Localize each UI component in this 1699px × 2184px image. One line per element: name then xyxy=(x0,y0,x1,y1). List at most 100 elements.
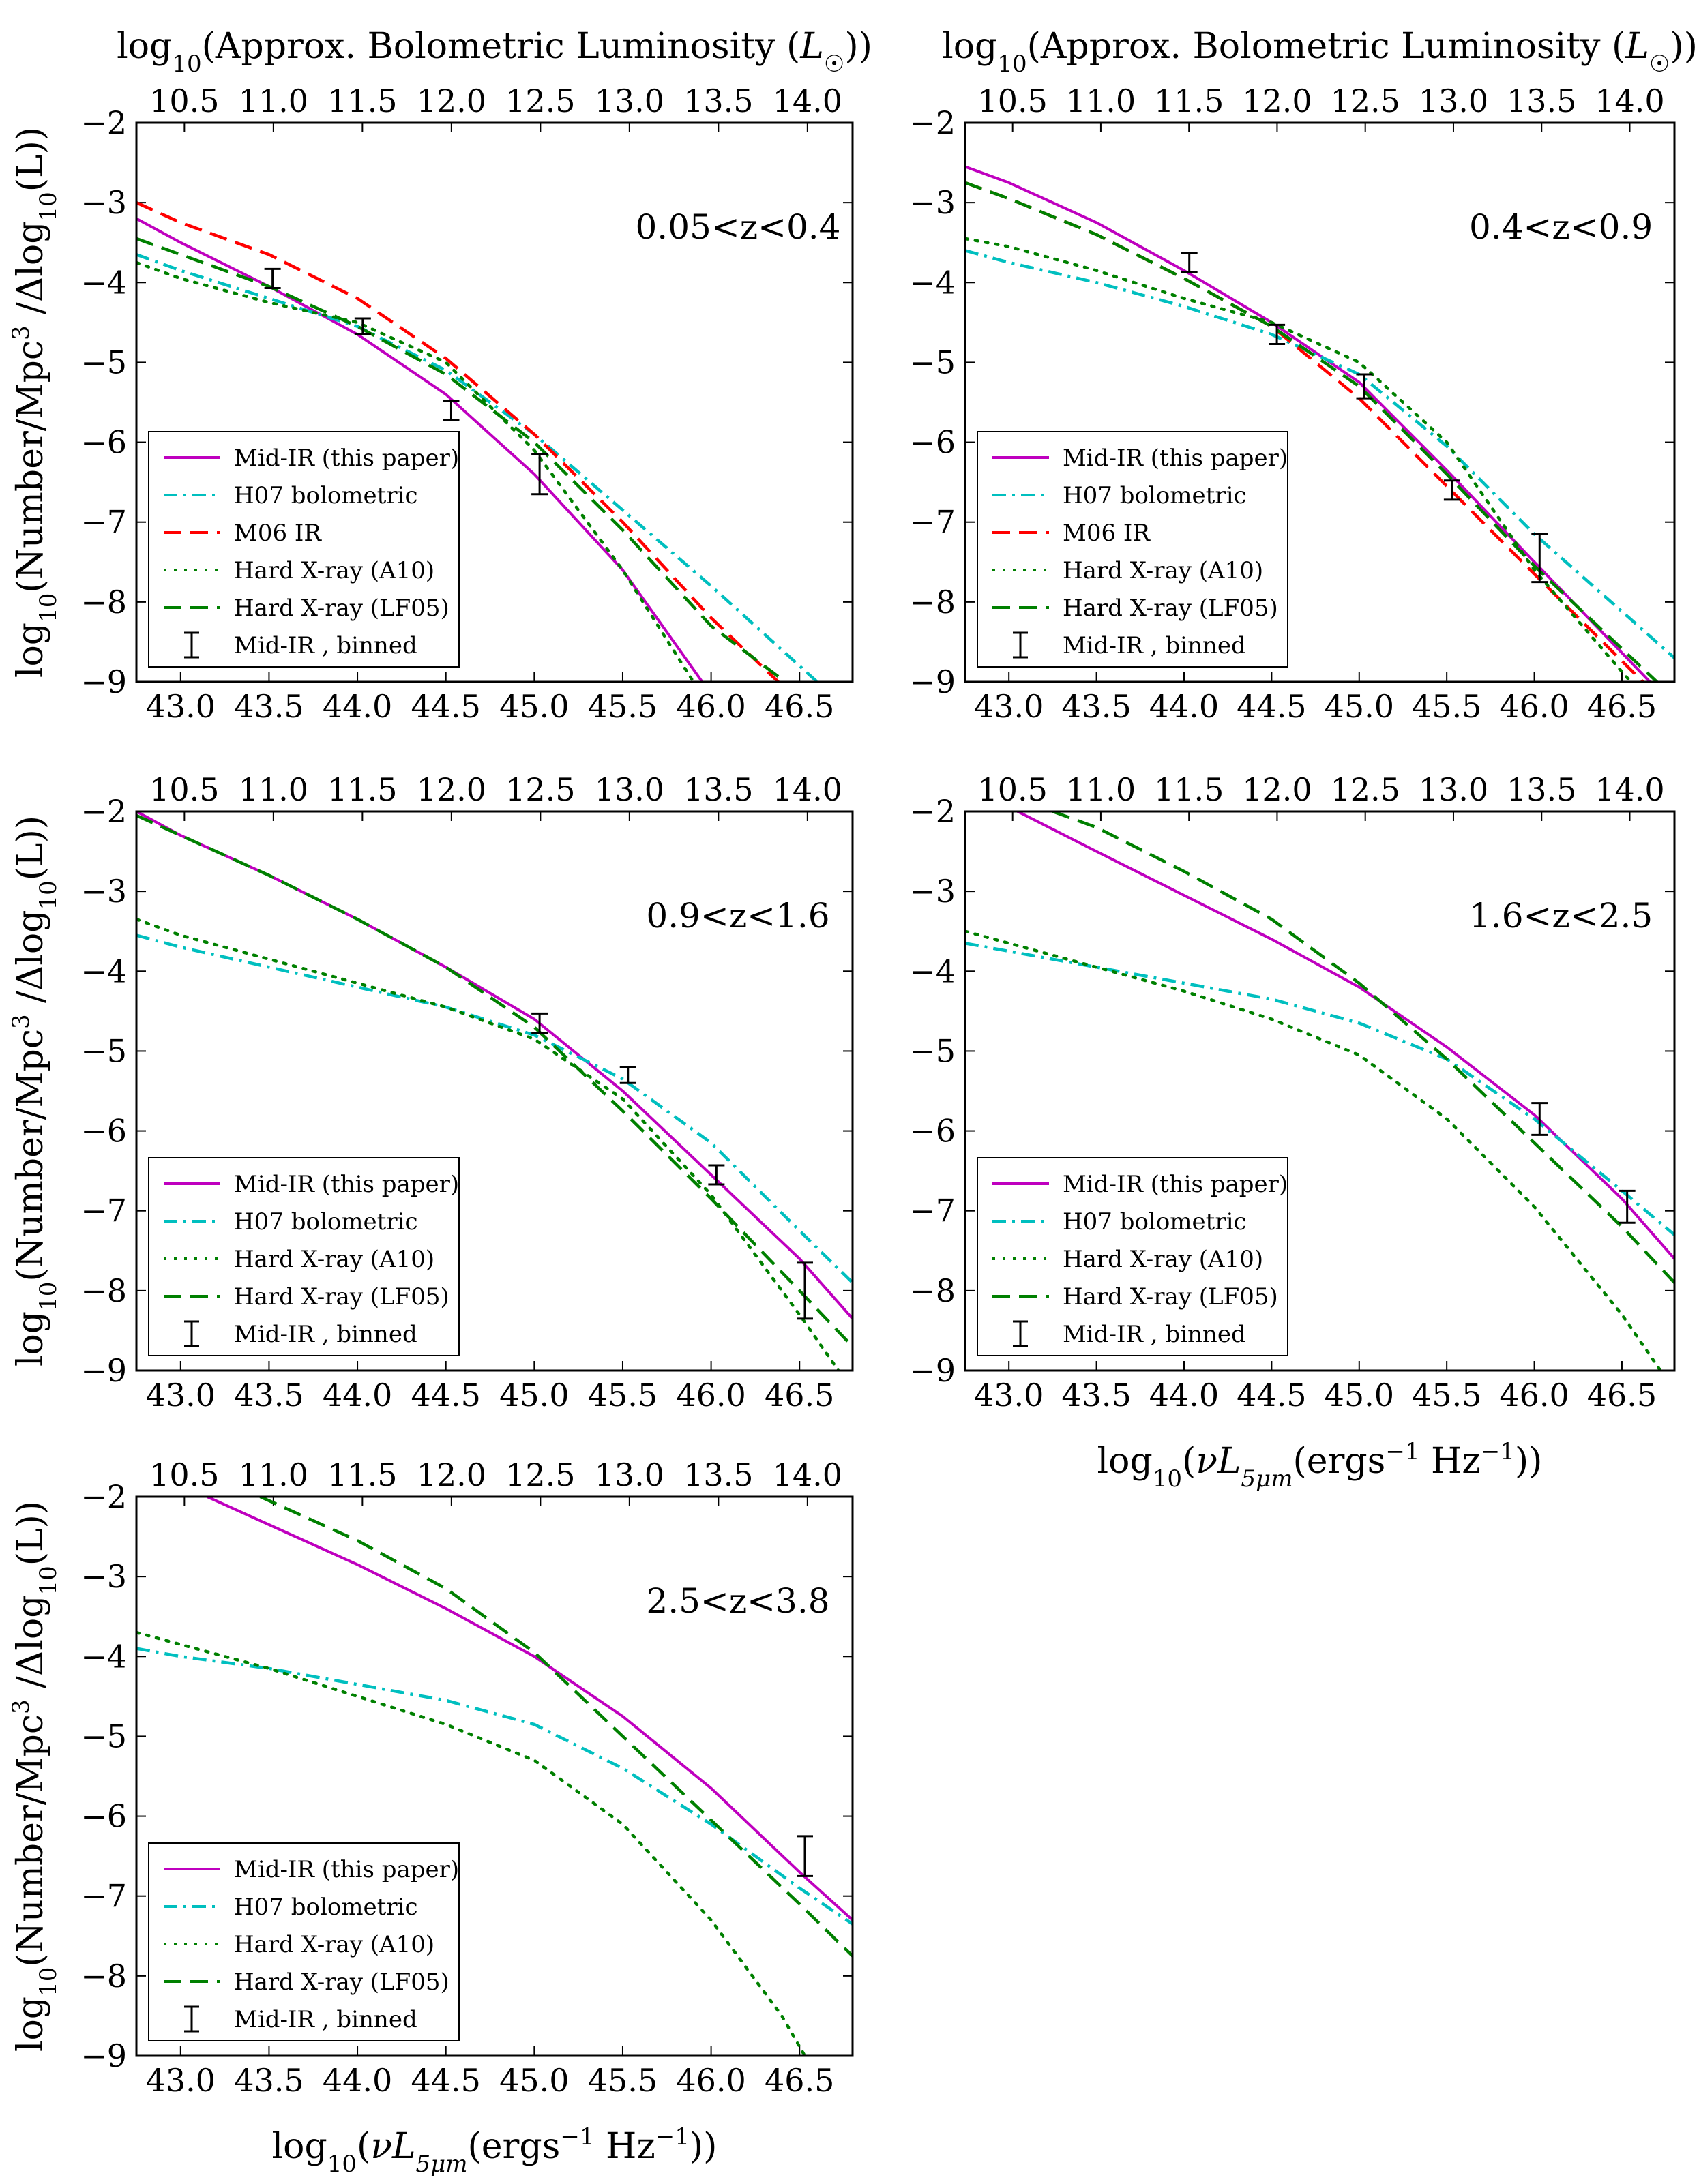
binned-point xyxy=(1531,1102,1548,1136)
x-tick-label: 44.5 xyxy=(411,688,480,725)
legend-label: Hard X-ray (LF05) xyxy=(234,1283,449,1311)
x-tick-label: 43.5 xyxy=(234,688,304,725)
series-line-3 xyxy=(136,917,840,1371)
legend: Mid-IR (this paper) H07 bolometric M06 IR H… xyxy=(148,431,460,668)
top-tick-label: 14.0 xyxy=(1595,83,1664,119)
y-tick-label: −4 xyxy=(80,1638,127,1675)
top-tick-label: 12.5 xyxy=(505,1456,575,1493)
legend-label: Mid-IR (this paper) xyxy=(1063,1171,1288,1198)
top-tick-label: 12.0 xyxy=(417,1456,486,1493)
x-tick-label: 44.0 xyxy=(323,1377,392,1413)
x-tick-label: 45.0 xyxy=(499,1377,569,1413)
series-line-2 xyxy=(136,933,853,1284)
top-tick-label: 14.0 xyxy=(773,1456,842,1493)
legend-box xyxy=(148,431,460,668)
y-tick-label: −6 xyxy=(909,1113,956,1150)
y-tick-label: −2 xyxy=(909,793,956,830)
binned-point xyxy=(708,1164,725,1186)
chart-panel-3: 43.0 43.5 44.0 44.5 45.0 45.5 46.0 46.5 −2 −3 −4 −5… xyxy=(8,771,854,1413)
binned-point xyxy=(1356,373,1373,400)
x-tick-label: 45.0 xyxy=(499,2062,569,2099)
y-tick-label: −8 xyxy=(80,1272,127,1309)
x-tick-label: 43.5 xyxy=(234,2062,304,2099)
top-tick-label: 13.5 xyxy=(683,83,753,119)
binned-point xyxy=(797,1261,813,1320)
top-tick-label: 12.5 xyxy=(505,771,575,808)
x-tick-label: 44.0 xyxy=(323,2062,392,2099)
x-tick-label: 44.5 xyxy=(1237,688,1306,725)
top-tick-label: 11.0 xyxy=(239,771,308,808)
x-tick-label: 46.0 xyxy=(1499,1377,1569,1413)
top-tick-label: 11.0 xyxy=(1066,771,1136,808)
binned-point xyxy=(797,1835,813,1877)
y-tick-label: −9 xyxy=(80,2037,127,2074)
legend-label: Hard X-ray (A10) xyxy=(234,557,434,584)
top-tick-label: 10.5 xyxy=(149,83,219,119)
top-tick-label: 11.0 xyxy=(239,1456,308,1493)
x-axis-title: log10(νL5μm(ergs−1 Hz−1)) xyxy=(1097,1438,1543,1493)
series-group xyxy=(136,811,853,1371)
legend-label: Mid-IR (this paper) xyxy=(234,445,459,472)
legend-label: Mid-IR , binned xyxy=(1063,632,1246,659)
x-tick-label: 43.5 xyxy=(1061,1377,1131,1413)
x-tick-label: 43.5 xyxy=(1061,688,1131,725)
x-tick-label: 44.5 xyxy=(1237,1377,1306,1413)
top-tick-label: 11.5 xyxy=(1154,771,1224,808)
series-group xyxy=(965,165,1674,682)
plot-frame xyxy=(135,810,854,1372)
top-tick-label: 13.5 xyxy=(683,1456,753,1493)
x-tick-label: 45.5 xyxy=(588,1377,658,1413)
y-tick-label: −2 xyxy=(80,104,127,141)
y-axis-title: log10(Number/Mpc3 /Δlog10(L)) xyxy=(8,127,62,678)
series-line-5 xyxy=(965,181,1658,682)
chart-panel-2: 43.0 43.5 44.0 44.5 45.0 45.5 46.0 46.5 −2 −3 −4 −5… xyxy=(909,26,1698,725)
top-tick-label: 12.0 xyxy=(417,83,486,119)
y-tick-label: −9 xyxy=(80,663,127,700)
series-group xyxy=(136,201,818,682)
legend-box xyxy=(148,1157,460,1356)
x-axis-title: log10(νL5μm(ergs−1 Hz−1)) xyxy=(272,2123,718,2178)
y-tick-label: −5 xyxy=(909,344,956,380)
x-tick-label: 44.0 xyxy=(1149,688,1219,725)
plot-frame xyxy=(135,1495,854,2057)
y-tick-label: −3 xyxy=(80,184,127,221)
top-axis-title: log10(Approx. Bolometric Luminosity (L☉)… xyxy=(117,26,872,78)
series-line-1 xyxy=(206,1497,853,1921)
binned-point xyxy=(354,317,371,335)
top-tick-label: 14.0 xyxy=(1595,771,1664,808)
top-tick-label: 12.5 xyxy=(505,83,575,119)
x-tick-label: 45.0 xyxy=(1325,1377,1394,1413)
binned-point xyxy=(443,400,460,421)
y-axis-title: log10(Number/Mpc3 /Δlog10(L)) xyxy=(8,816,62,1366)
y-tick-label: −6 xyxy=(80,1798,127,1835)
x-tick-label: 43.0 xyxy=(974,688,1044,725)
x-tick-label: 43.0 xyxy=(146,688,216,725)
y-tick-label: −4 xyxy=(80,953,127,989)
panel-title: 0.9<z<1.6 xyxy=(646,896,829,936)
legend-box xyxy=(977,431,1288,668)
y-tick-label: −9 xyxy=(909,1352,956,1389)
series-line-1 xyxy=(1017,811,1674,1260)
chart-panel-5: 43.0 43.5 44.0 44.5 45.0 45.5 46.0 46.5 −2 −3 −4 −5… xyxy=(8,1456,854,2178)
plot-frame xyxy=(964,121,1676,683)
y-tick-label: −3 xyxy=(909,184,956,221)
top-tick-label: 12.5 xyxy=(1330,771,1400,808)
top-tick-label: 13.5 xyxy=(1507,771,1576,808)
chart-panel-1: 43.0 43.5 44.0 44.5 45.0 45.5 46.0 46.5 −2 −3 −4 −5… xyxy=(8,26,872,725)
y-tick-label: −7 xyxy=(80,1193,127,1229)
series-line-1 xyxy=(136,217,704,682)
series-line-4 xyxy=(259,1497,853,1958)
x-tick-label: 46.0 xyxy=(676,1377,745,1413)
binned-point xyxy=(1531,533,1548,584)
panel-title: 0.4<z<0.9 xyxy=(1469,207,1653,247)
x-tick-label: 46.0 xyxy=(676,2062,745,2099)
binned-point xyxy=(264,267,281,289)
x-tick-label: 46.5 xyxy=(765,1377,834,1413)
x-tick-label: 46.5 xyxy=(765,688,834,725)
legend-label: Hard X-ray (A10) xyxy=(1063,557,1263,584)
y-tick-label: −7 xyxy=(909,504,956,541)
y-tick-label: −6 xyxy=(80,424,127,461)
top-tick-label: 13.5 xyxy=(683,771,753,808)
x-tick-label: 46.0 xyxy=(1499,688,1569,725)
